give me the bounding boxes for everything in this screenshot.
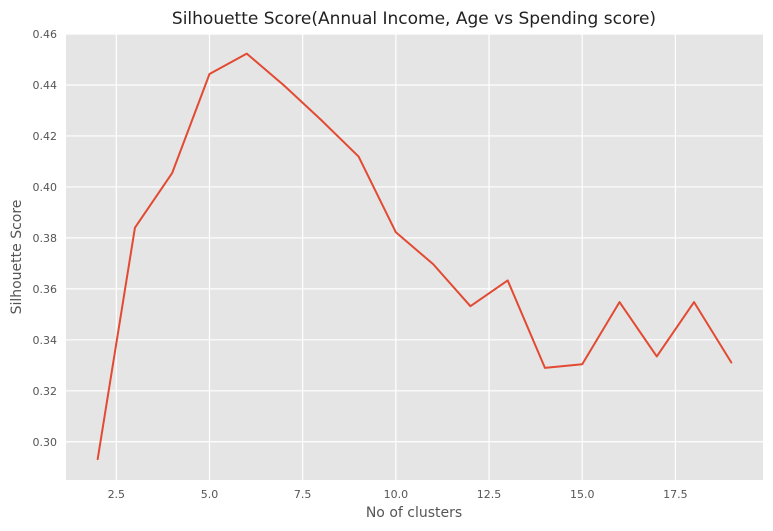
plot-background — [66, 34, 763, 480]
x-tick-label: 10.0 — [384, 488, 409, 501]
x-tick-label: 17.5 — [663, 488, 688, 501]
x-tick-label: 12.5 — [477, 488, 502, 501]
y-axis-label: Silhouette Score — [9, 200, 25, 315]
x-tick-label: 15.0 — [570, 488, 595, 501]
y-tick-label: 0.46 — [33, 28, 58, 41]
x-tick-label: 7.5 — [294, 488, 312, 501]
y-tick-label: 0.34 — [33, 334, 58, 347]
y-tick-label: 0.32 — [33, 385, 58, 398]
y-tick-label: 0.38 — [33, 232, 58, 245]
y-tick-label: 0.44 — [33, 79, 58, 92]
tick-labels: 2.5 5.0 7.5 10.0 12.5 15.0 17.5 0.30 0.32 0.34 0.3… — [33, 28, 688, 501]
series-layer — [96, 52, 733, 461]
y-tick-label: 0.42 — [33, 130, 58, 143]
y-tick-label: 0.36 — [33, 283, 58, 296]
y-tick-label: 0.30 — [33, 436, 58, 449]
x-axis-label: No of clusters — [366, 505, 462, 521]
y-tick-label: 0.40 — [33, 181, 58, 194]
x-tick-label: 5.0 — [201, 488, 219, 501]
series-line — [96, 52, 733, 461]
x-tick-label: 2.5 — [108, 488, 126, 501]
grid — [66, 33, 763, 480]
chart-title: Silhouette Score(Annual Income, Age vs S… — [172, 9, 656, 29]
